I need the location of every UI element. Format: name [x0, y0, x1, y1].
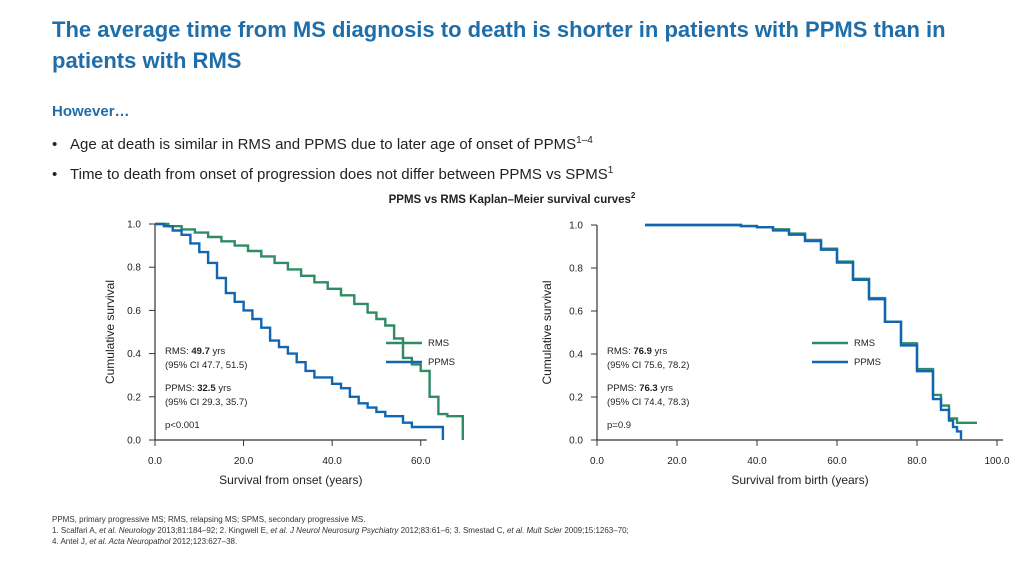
subheading: However… — [52, 103, 130, 120]
bullet-list: • Age at death is similar in RMS and PPMS… — [52, 130, 613, 190]
series-line-rms — [155, 222, 464, 440]
bullet-ref: 1–4 — [576, 135, 593, 146]
y-tick-label: 0.8 — [127, 263, 141, 274]
y-tick-label: 0.8 — [569, 264, 583, 275]
annotation-text: (95% CI 47.7, 51.5) — [165, 360, 247, 371]
annotation-label: (95% CI 75.6, 78.2) — [607, 360, 689, 371]
series-line-ppms — [645, 223, 963, 440]
x-tick-label: 0.0 — [148, 456, 162, 467]
footer-references: 1. Scalfari A, et al. Neurology 2013;81:… — [52, 525, 992, 536]
annotation-text: p=0.9 — [607, 420, 631, 431]
legend-label-ppms: PPMS — [428, 357, 455, 368]
y-tick-label: 0.6 — [569, 307, 583, 318]
chart-panel-2: 0.0 0.2 0.4 0.6 0.8 1.0 0.0 20.0 40.0 60.0 80.0 100… — [540, 221, 1010, 488]
annotation-value: 76.3 — [639, 383, 658, 394]
reference-fragment: 1. Scalfari A, — [52, 526, 100, 535]
x-tick-label: 80.0 — [907, 456, 927, 467]
annotation-label: PPMS: — [165, 383, 197, 394]
x-tick-label: 40.0 — [747, 456, 767, 467]
y-tick-label: 0.4 — [127, 349, 141, 360]
x-tick-label: 60.0 — [411, 456, 431, 467]
annotation-value: 76.9 — [633, 346, 652, 357]
annotation-label: (95% CI 47.7, 51.5) — [165, 360, 247, 371]
x-axis-label: Survival from birth (years) — [731, 473, 868, 487]
chart-panel-1: 0.0 0.2 0.4 0.6 0.8 1.0 0.0 20.0 40.0 60.0 Surviva… — [103, 220, 464, 487]
legend-label-ppms: PPMS — [854, 357, 881, 368]
annotation-label: (95% CI 29.3, 35.7) — [165, 397, 247, 408]
reference-fragment: et al. J Neurol Neurosurg Psychiatry — [270, 526, 399, 535]
y-tick-label: 0.6 — [127, 306, 141, 317]
footer-references: 4. Antel J, et al. Acta Neuropathol 2012… — [52, 536, 992, 547]
y-tick-label: 1.0 — [127, 220, 141, 231]
bullet-text: Time to death from onset of progression … — [70, 166, 608, 183]
reference-fragment: 2012;123:627–38. — [170, 537, 238, 546]
legend-label-rms: RMS — [428, 338, 449, 349]
x-tick-label: 100.0 — [984, 456, 1009, 467]
y-tick-label: 0.0 — [569, 436, 583, 447]
page-title: The average time from MS diagnosis to de… — [52, 17, 946, 73]
y-axis-label: Cumulative survival — [103, 280, 117, 384]
bullet-item: • Time to death from onset of progression… — [52, 165, 614, 184]
x-tick-label: 40.0 — [322, 456, 342, 467]
series-line-ppms — [155, 222, 445, 440]
reference-fragment: et al. Neurology — [99, 526, 156, 535]
y-tick-label: 0.2 — [127, 392, 141, 403]
annotation-suffix: yrs — [216, 383, 232, 394]
annotation-text: (95% CI 29.3, 35.7) — [165, 397, 247, 408]
annotation-text: RMS: 49.7 yrs — [165, 346, 225, 357]
annotation-label: PPMS: — [607, 383, 639, 394]
x-tick-label: 20.0 — [667, 456, 687, 467]
figure-title: PPMS vs RMS Kaplan–Meier survival curves… — [0, 191, 1024, 206]
series-line-rms — [645, 223, 977, 424]
legend-label-rms: RMS — [854, 338, 875, 349]
annotation-label: (95% CI 74.4, 78.3) — [607, 397, 689, 408]
figure-title-ref: 2 — [630, 191, 636, 201]
annotation-text: PPMS: 32.5 yrs — [165, 383, 231, 394]
y-tick-label: 1.0 — [569, 221, 583, 232]
annotation-suffix: yrs — [658, 383, 674, 394]
reference-fragment: 2013;81:184–92; 2. Kingwell E, — [155, 526, 271, 535]
annotation-text: (95% CI 74.4, 78.3) — [607, 397, 689, 408]
reference-fragment: 2009;15:1263–70; — [562, 526, 629, 535]
bullet-text: Age at death is similar in RMS and PPMS … — [70, 136, 577, 153]
y-tick-label: 0.4 — [569, 350, 583, 361]
x-tick-label: 0.0 — [590, 456, 604, 467]
y-axis-label: Cumulative survival — [540, 280, 554, 384]
annotation-value: 49.7 — [191, 346, 210, 357]
reference-fragment: 4. Antel J, — [52, 537, 90, 546]
footer: PPMS, primary progressive MS; RMS, relap… — [52, 514, 992, 547]
bullet-ref: 1 — [607, 165, 614, 176]
figure-title-text: PPMS vs RMS Kaplan–Meier survival curves — [388, 194, 631, 206]
x-tick-label: 60.0 — [827, 456, 847, 467]
annotation-text: p<0.001 — [165, 420, 200, 431]
annotation-text: RMS: 76.9 yrs — [607, 346, 667, 357]
annotation-suffix: yrs — [652, 346, 668, 357]
annotation-label: p<0.001 — [165, 420, 200, 431]
annotation-label: p=0.9 — [607, 420, 631, 431]
reference-fragment: 2012;83:61–6; 3. Smestad C, — [398, 526, 507, 535]
annotation-value: 32.5 — [197, 383, 216, 394]
annotation-suffix: yrs — [210, 346, 226, 357]
reference-fragment: et al. Acta Neuropathol — [89, 537, 171, 546]
reference-fragment: et al. Mult Scler — [506, 526, 563, 535]
y-tick-label: 0.0 — [127, 436, 141, 447]
annotation-label: RMS: — [165, 346, 191, 357]
annotation-text: (95% CI 75.6, 78.2) — [607, 360, 689, 371]
x-tick-label: 20.0 — [234, 456, 254, 467]
annotation-label: RMS: — [607, 346, 633, 357]
y-tick-label: 0.2 — [569, 393, 583, 404]
annotation-text: PPMS: 76.3 yrs — [607, 383, 673, 394]
footer-abbreviations: PPMS, primary progressive MS; RMS, relap… — [52, 515, 366, 524]
x-axis-label: Survival from onset (years) — [219, 473, 362, 487]
bullet-item: • Age at death is similar in RMS and PPMS… — [52, 135, 593, 154]
